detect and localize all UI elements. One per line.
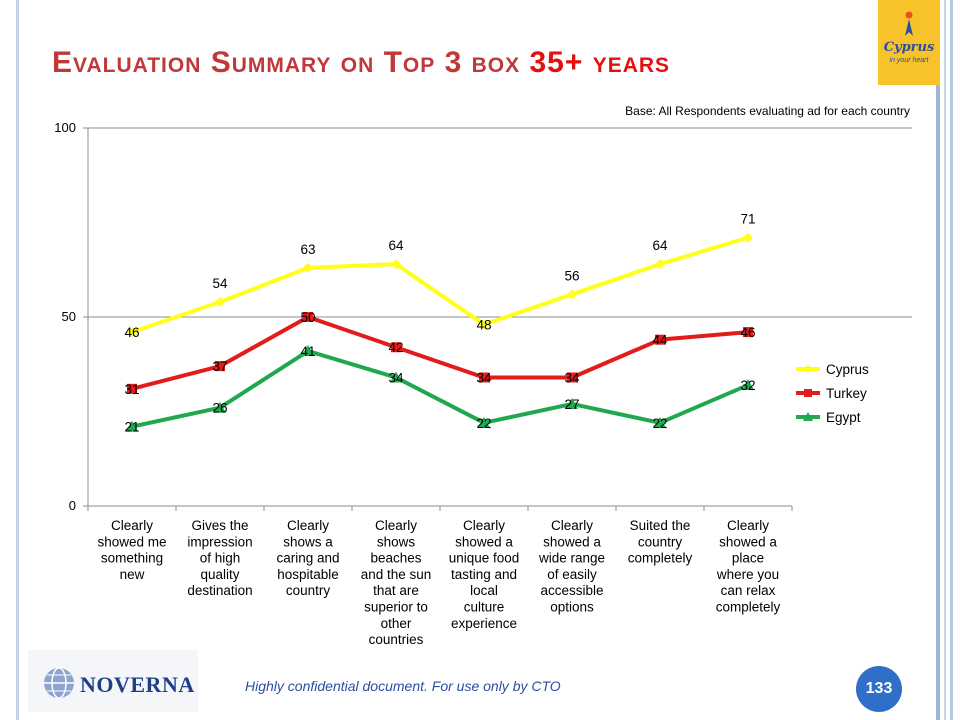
x-category-label: Gives the impression of high quality destina…: [187, 518, 252, 598]
footer-note: Highly confidential document. For use on…: [245, 678, 561, 694]
point-egypt: [302, 345, 314, 357]
point-egypt: [390, 371, 402, 383]
data-label-egypt: 26: [212, 401, 227, 416]
slide-title-prefix: Evaluation Summary on Top 3 box: [52, 46, 521, 79]
point-egypt: [126, 420, 138, 432]
data-label-turkey: 50: [300, 310, 315, 325]
point-turkey: [127, 383, 137, 394]
cyprus-logo-subtext: in your heart: [889, 57, 929, 64]
point-cyprus: [479, 319, 489, 330]
cyprus-logo: Cyprus in your heart: [878, 0, 940, 85]
data-label-turkey: 34: [564, 370, 580, 385]
data-label-cyprus: 46: [124, 325, 139, 340]
point-cyprus: [655, 259, 665, 270]
y-tick-label-0: 0: [69, 498, 76, 513]
chart-legend: Cyprus Turkey Egypt: [796, 362, 869, 425]
data-label-egypt: 41: [300, 344, 315, 359]
chart-series: [126, 232, 754, 432]
data-label-cyprus: 48: [476, 318, 491, 333]
legend-marker-turkey: [804, 389, 812, 397]
series-line-turkey: [131, 315, 749, 391]
data-label-egypt: 22: [476, 416, 491, 431]
noverna-logo: NOVERNA: [28, 650, 198, 712]
point-turkey: [655, 334, 665, 345]
data-label-cyprus: 64: [652, 238, 668, 253]
point-cyprus: [303, 262, 313, 273]
legend-marker-cyprus: [804, 365, 812, 373]
y-tick-label-50: 50: [62, 309, 76, 324]
point-egypt: [742, 379, 754, 391]
legend-label-cyprus: Cyprus: [826, 362, 869, 377]
data-label-egypt: 22: [652, 416, 667, 431]
point-turkey: [391, 342, 401, 353]
point-egypt: [566, 397, 578, 409]
data-label-turkey: 44: [652, 333, 668, 348]
point-cyprus: [743, 232, 753, 243]
point-cyprus: [215, 296, 225, 307]
data-label-cyprus: 71: [740, 212, 755, 227]
x-category-label: Clearly showed a wide range of easily access…: [538, 518, 605, 615]
legend-marker-egypt: [803, 412, 813, 421]
data-label-egypt: 21: [124, 420, 139, 435]
globe-icon: [44, 667, 74, 699]
point-egypt: [654, 416, 666, 428]
data-label-cyprus: 56: [564, 268, 579, 283]
noverna-logo-text: NOVERNA: [80, 672, 195, 697]
sun-figure-icon: [905, 11, 913, 36]
x-category-label: Clearly shows beaches and the sun that are su…: [361, 518, 432, 647]
data-label-turkey: 31: [124, 382, 139, 397]
left-decorative-rule: [16, 0, 19, 720]
point-egypt: [478, 416, 490, 428]
data-label-turkey: 46: [740, 325, 755, 340]
x-category-label: Clearly shows a caring and hospitable countr…: [276, 518, 339, 598]
right-decorative-rule: [936, 0, 940, 720]
right-decorative-rule-thin: [944, 0, 946, 720]
legend-label-turkey: Turkey: [826, 386, 867, 401]
point-turkey: [303, 312, 313, 322]
series-line-cyprus: [131, 235, 749, 335]
page-number-badge: 133: [856, 666, 902, 712]
right-decorative-rule-outer: [950, 0, 953, 720]
point-turkey: [567, 372, 577, 383]
data-label-egypt: 27: [564, 397, 579, 412]
slide-title-highlight: 35+ years: [529, 46, 671, 79]
data-label-egypt: 34: [388, 370, 404, 385]
point-cyprus: [567, 289, 577, 300]
point-cyprus: [127, 327, 137, 338]
series-line-egypt: [131, 349, 749, 429]
legend-label-egypt: Egypt: [826, 410, 861, 425]
x-category-label: Suited the country completely: [628, 518, 693, 566]
slide-title: Evaluation Summary on Top 3 box 35+ year…: [52, 46, 670, 80]
data-label-turkey: 42: [388, 340, 403, 355]
point-egypt: [214, 401, 226, 413]
base-note: Base: All Respondents evaluating ad for …: [625, 104, 910, 118]
x-category-label: Clearly showed a unique food tasting and loc…: [449, 518, 520, 631]
data-label-cyprus: 63: [300, 242, 315, 257]
data-label-turkey: 34: [476, 370, 492, 385]
chart-axes: 0 50 100 Clearly showed me something new Gives …: [54, 120, 793, 647]
chart-data-labels: 46 54 63 64 48 56 64 71 31 37 50 42 34 34 44 46 21 26 41 34…: [124, 212, 755, 435]
point-cyprus: [391, 259, 401, 270]
point-turkey: [743, 327, 753, 338]
data-label-cyprus: 64: [388, 238, 404, 253]
x-category-label: Clearly showed me something new: [97, 518, 166, 582]
x-category-label: Clearly showed a place where you can relax co…: [716, 518, 781, 615]
data-label-egypt: 32: [740, 378, 755, 393]
y-tick-label-100: 100: [54, 120, 76, 135]
point-turkey: [215, 361, 225, 372]
cyprus-logo-text: Cyprus: [883, 40, 935, 55]
point-turkey: [479, 372, 489, 383]
data-label-turkey: 37: [212, 359, 227, 374]
data-label-cyprus: 54: [212, 276, 228, 291]
